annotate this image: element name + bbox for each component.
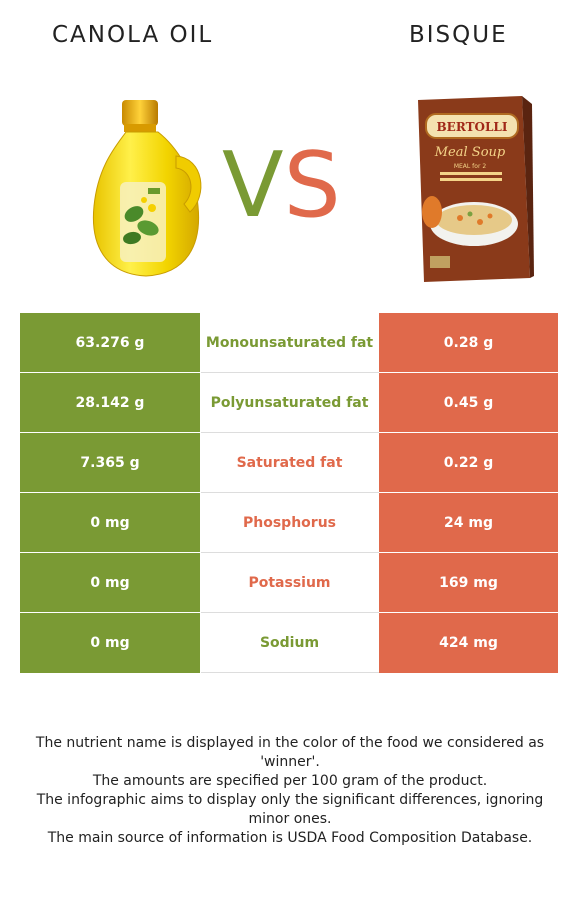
table-row: 63.276 g Monounsaturated fat 0.28 g (20, 313, 558, 373)
right-value: 24 mg (378, 492, 558, 553)
right-food-title: BISQUE (409, 22, 508, 48)
footnotes: The nutrient name is displayed in the co… (30, 734, 550, 848)
note-per-100g: The amounts are specified per 100 gram o… (92, 773, 488, 789)
vs-s: S (283, 133, 341, 238)
bisque-line1: Meal Soup (434, 145, 506, 160)
right-value: 169 mg (378, 552, 558, 613)
left-value: 63.276 g (20, 313, 201, 373)
left-food-title: CANOLA OIL (52, 22, 214, 48)
right-value: 424 mg (378, 612, 558, 673)
table-row: 7.365 g Saturated fat 0.22 g (20, 432, 558, 493)
nutrient-name: Saturated fat (200, 432, 379, 493)
table-row: 0 mg Potassium 169 mg (20, 552, 558, 613)
left-value: 28.142 g (20, 372, 201, 433)
table-row: 28.142 g Polyunsaturated fat 0.45 g (20, 372, 558, 433)
vs-v: V (222, 133, 284, 238)
left-value: 0 mg (20, 612, 201, 673)
right-value: 0.45 g (378, 372, 558, 433)
nutrient-name: Polyunsaturated fat (200, 372, 379, 433)
nutrient-name: Potassium (200, 552, 379, 613)
table-row: 0 mg Sodium 424 mg (20, 612, 558, 673)
bisque-box-image: BERTOLLI Meal Soup MEAL for 2 (418, 96, 534, 282)
right-value: 0.28 g (378, 313, 558, 373)
note-significant: The infographic aims to display only the… (36, 792, 544, 827)
nutrient-name: Phosphorus (200, 492, 379, 553)
left-value: 7.365 g (20, 432, 201, 493)
nutrient-name: Monounsaturated fat (200, 313, 379, 373)
table-row: 0 mg Phosphorus 24 mg (20, 492, 558, 553)
bisque-brand: BERTOLLI (437, 120, 508, 134)
note-winner: The nutrient name is displayed in the co… (35, 735, 545, 770)
bisque-line2: MEAL for 2 (454, 163, 486, 170)
nutrient-name: Sodium (200, 612, 379, 673)
right-value: 0.22 g (378, 432, 558, 493)
left-value: 0 mg (20, 492, 201, 553)
versus-label: VS (222, 136, 341, 236)
nutrient-comparison-table: 63.276 g Monounsaturated fat 0.28 g 28.1… (20, 313, 558, 673)
left-value: 0 mg (20, 552, 201, 613)
canola-oil-bottle-image (92, 100, 202, 277)
note-source: The main source of information is USDA F… (47, 830, 533, 846)
